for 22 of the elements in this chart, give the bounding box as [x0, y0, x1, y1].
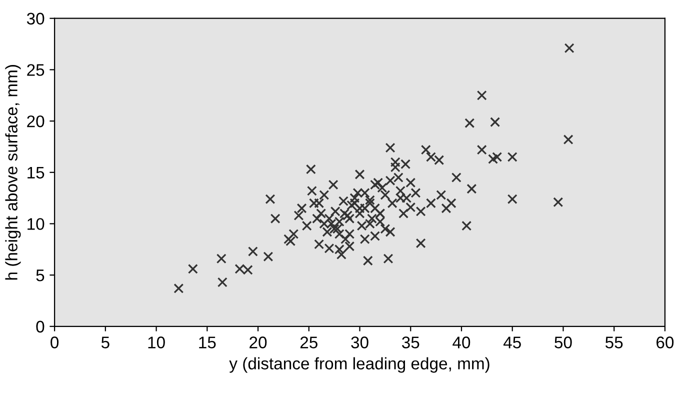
- y-tick-label: 0: [36, 320, 44, 333]
- y-tick-label: 30: [26, 12, 44, 25]
- x-axis-title: y (distance from leading edge, mm): [229, 357, 490, 373]
- x-tick-label: 10: [148, 336, 165, 348]
- x-tick-label: 15: [199, 336, 216, 348]
- x-tick-label: 35: [402, 336, 420, 348]
- x-tick-label: 40: [452, 336, 470, 348]
- x-tick-label: 50: [554, 336, 572, 348]
- y-tick-label: 25: [27, 64, 44, 76]
- x-tick-label: 45: [503, 336, 521, 348]
- x-tick-label: 20: [250, 336, 267, 348]
- x-tick-label: 60: [656, 336, 674, 348]
- y-tick-label: 5: [36, 270, 44, 282]
- y-tick-label: 15: [28, 166, 44, 179]
- y-axis-title: h (height above surface, mm): [5, 65, 21, 280]
- y-tick-label: 20: [27, 115, 44, 128]
- x-tick-label: 5: [101, 336, 110, 348]
- x-tick-label: 0: [50, 336, 59, 348]
- x-tick-label: 30: [351, 336, 368, 348]
- x-tick-label: 55: [605, 336, 623, 348]
- x-tick-label: 25: [300, 336, 318, 348]
- y-tick-label: 10: [28, 218, 44, 230]
